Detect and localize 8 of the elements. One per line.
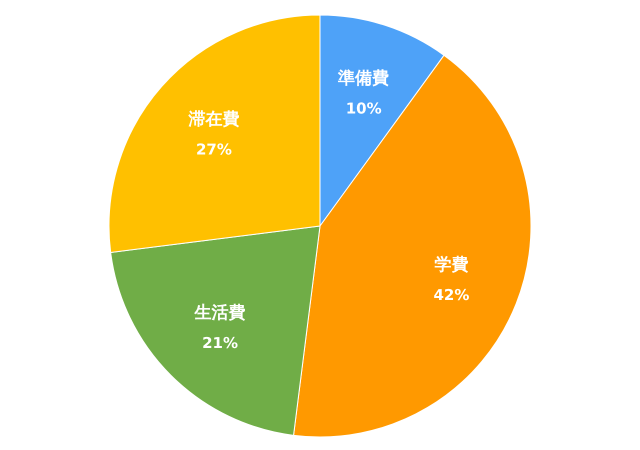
data-label: 27%	[196, 140, 232, 159]
data-label: 10%	[346, 100, 382, 118]
slice-label: 生活費	[194, 302, 246, 323]
slice-label: 学費	[434, 255, 468, 276]
slice-label: 滞在費	[187, 110, 240, 130]
slice-label: 準備費	[337, 68, 390, 89]
data-label: 42%	[433, 286, 470, 304]
data-label: 21%	[202, 334, 238, 352]
